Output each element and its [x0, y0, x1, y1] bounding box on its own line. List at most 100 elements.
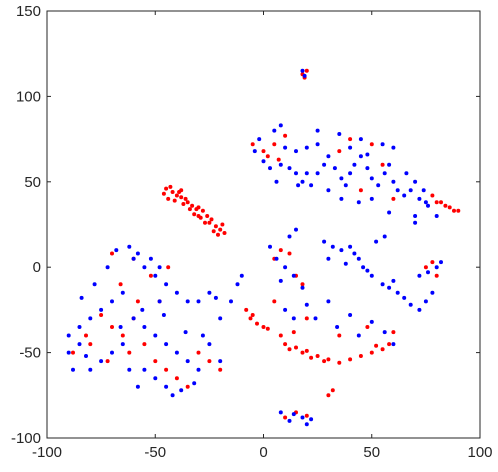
- data-point: [164, 282, 169, 287]
- data-point: [376, 183, 381, 188]
- data-point: [185, 359, 190, 364]
- data-point: [216, 232, 220, 237]
- data-point: [207, 359, 212, 364]
- data-point: [352, 162, 357, 167]
- data-point: [452, 208, 456, 213]
- data-point: [203, 220, 207, 225]
- data-point: [423, 200, 428, 205]
- data-point: [430, 193, 435, 198]
- data-point: [218, 367, 223, 372]
- data-point: [423, 299, 428, 304]
- data-point: [380, 282, 385, 287]
- data-point: [209, 217, 214, 222]
- data-point: [417, 273, 422, 278]
- data-point: [382, 171, 387, 176]
- data-point: [291, 412, 296, 417]
- data-point: [404, 171, 409, 176]
- data-point: [300, 350, 305, 355]
- data-point: [148, 273, 153, 278]
- plot-area-background: [47, 11, 480, 438]
- data-point: [77, 342, 82, 347]
- data-point: [283, 415, 288, 420]
- data-point: [140, 307, 145, 312]
- data-point: [66, 350, 71, 355]
- data-point: [332, 166, 337, 171]
- data-point: [276, 157, 281, 162]
- data-point: [164, 186, 169, 191]
- data-point: [278, 162, 283, 167]
- data-point: [417, 196, 422, 201]
- data-point: [278, 248, 283, 253]
- data-point: [92, 282, 97, 287]
- data-point: [365, 166, 370, 171]
- data-point: [348, 244, 353, 249]
- data-point: [88, 316, 93, 321]
- data-point: [421, 188, 426, 193]
- data-point: [278, 410, 283, 415]
- data-point: [287, 418, 292, 423]
- data-point: [326, 188, 331, 193]
- data-point: [343, 183, 348, 188]
- data-point: [330, 388, 335, 393]
- data-point: [365, 152, 370, 157]
- data-point: [365, 268, 370, 273]
- data-point: [330, 244, 335, 249]
- data-point: [304, 422, 309, 427]
- y-tick-label: 50: [24, 174, 41, 191]
- data-point: [391, 278, 396, 283]
- axes: -100 -50 0 50 100 -100 -50 0 50 100 150: [11, 3, 493, 461]
- data-point: [447, 205, 452, 210]
- data-point: [348, 171, 353, 176]
- data-point: [110, 299, 114, 304]
- data-point: [229, 299, 233, 304]
- data-point: [153, 359, 158, 364]
- data-points: [66, 68, 461, 427]
- data-point: [153, 333, 158, 338]
- data-point: [302, 73, 307, 78]
- data-point: [369, 273, 374, 278]
- data-point: [434, 214, 439, 218]
- data-point: [272, 299, 277, 304]
- data-point: [326, 256, 331, 261]
- data-point: [192, 381, 197, 386]
- data-point: [291, 273, 296, 278]
- data-point: [166, 196, 171, 201]
- data-point: [348, 145, 353, 150]
- data-point: [79, 295, 84, 300]
- data-point: [168, 184, 173, 189]
- data-point: [369, 176, 374, 181]
- data-point: [255, 321, 259, 326]
- data-point: [309, 355, 314, 360]
- data-point: [105, 359, 110, 364]
- data-point: [250, 142, 255, 147]
- data-point: [272, 128, 277, 133]
- data-point: [300, 68, 305, 73]
- data-point: [187, 207, 192, 212]
- data-point: [257, 137, 262, 142]
- data-point: [185, 384, 190, 389]
- data-point: [287, 234, 292, 239]
- data-point: [196, 350, 201, 355]
- data-point: [218, 316, 223, 321]
- data-point: [174, 290, 179, 295]
- data-point: [283, 265, 288, 270]
- data-point: [164, 367, 169, 372]
- data-point: [196, 214, 201, 218]
- x-tick-label: 50: [363, 444, 380, 461]
- y-tick-label: 150: [16, 3, 41, 20]
- data-point: [339, 248, 344, 253]
- data-point: [205, 214, 210, 218]
- data-point: [402, 193, 407, 198]
- x-tick-label: 0: [259, 444, 267, 461]
- data-point: [348, 137, 353, 142]
- data-point: [114, 248, 119, 253]
- data-point: [391, 196, 396, 201]
- data-point: [190, 203, 195, 208]
- data-point: [337, 333, 342, 338]
- data-point: [192, 212, 197, 217]
- data-point: [105, 265, 110, 270]
- data-point: [179, 195, 184, 200]
- data-point: [322, 162, 327, 167]
